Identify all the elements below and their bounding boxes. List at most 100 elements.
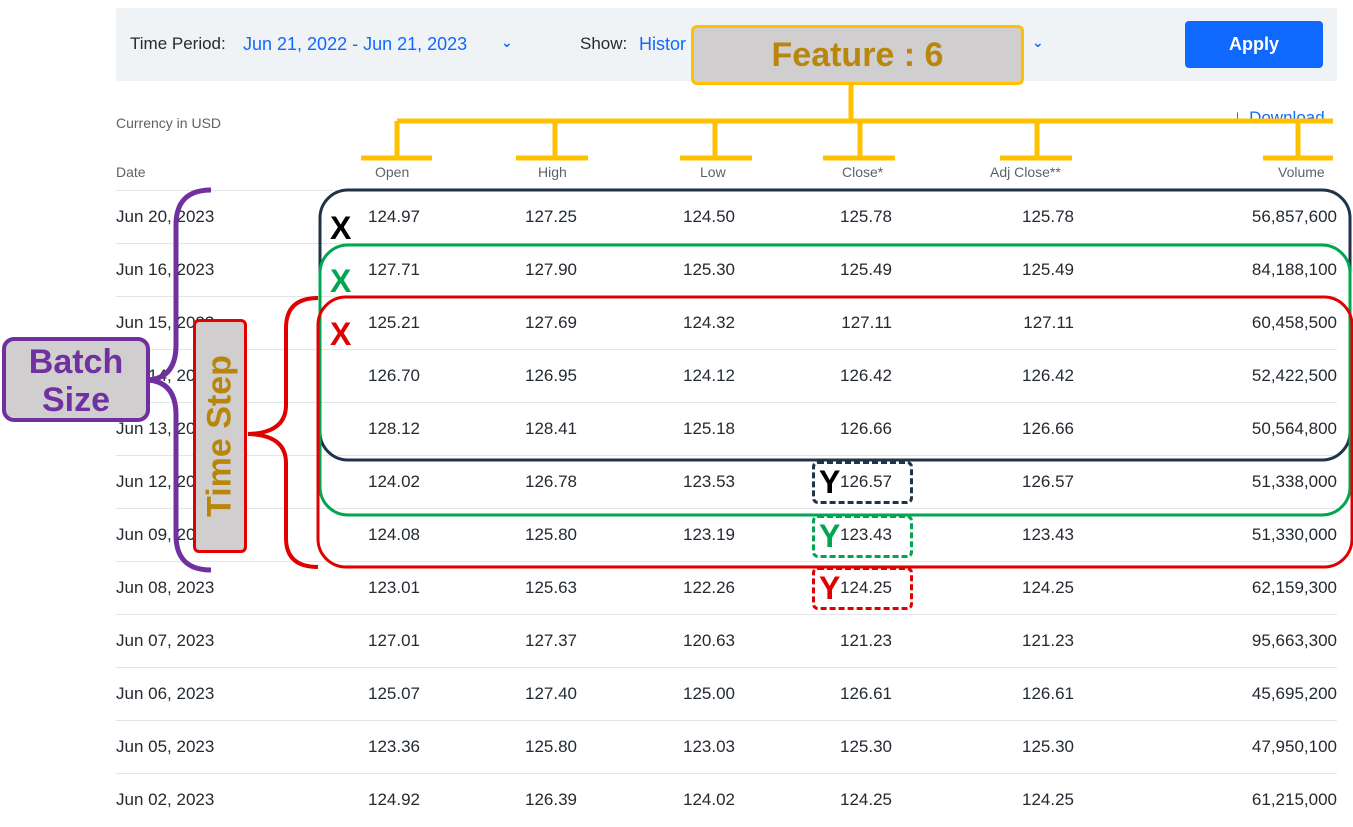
close-cell: 124.25 (840, 578, 892, 597)
close-cell: 126.66 (840, 419, 892, 438)
time-period-chevron-down-icon[interactable]: ⌄ (501, 34, 513, 50)
time-step-label: Time Step (200, 355, 239, 517)
date-cell: Jun 15, 2023 (116, 313, 215, 332)
high-cell: 127.37 (525, 631, 577, 650)
adj-close-cell: 126.61 (1022, 684, 1074, 703)
table-row: Jun 14, 2023 126.70 126.95 124.12 126.42 126.… (116, 349, 1337, 403)
date-cell: Jun 05, 2023 (116, 737, 215, 756)
adj-close-cell: 124.25 (1022, 790, 1074, 809)
date-cell: Jun 06, 2023 (116, 684, 215, 703)
volume-cell: 51,338,000 (1251, 472, 1337, 491)
volume-cell: 61,215,000 (1251, 790, 1337, 809)
date-cell: Jun 12, 2023 (116, 472, 215, 491)
low-cell: 123.03 (683, 737, 735, 756)
volume-cell: 84,188,100 (1251, 260, 1337, 279)
open-cell: 124.08 (368, 525, 420, 544)
batch-size-label-line-1: Batch (28, 343, 124, 381)
x-marker-window-3: X (330, 316, 352, 352)
x-marker-window-1: X (330, 210, 352, 246)
low-cell: 124.32 (683, 313, 735, 332)
batch-size-label-line-2: Size (41, 381, 111, 419)
volume-cell: 47,950,100 (1251, 737, 1337, 756)
date-cell: Jun 02, 2023 (116, 790, 215, 809)
adj-close-cell: 126.57 (1022, 472, 1074, 491)
adj-close-cell: 127.11 (1023, 313, 1074, 332)
time-step-label-box: Time Step (193, 319, 247, 553)
open-cell: 128.12 (368, 419, 420, 438)
close-cell: 125.49 (840, 260, 892, 279)
date-cell: Jun 09, 2023 (116, 525, 215, 544)
high-cell: 126.39 (525, 790, 577, 809)
column-header-close: Close* (842, 164, 884, 180)
open-cell: 127.71 (368, 260, 420, 279)
apply-button[interactable]: Apply (1185, 21, 1323, 68)
column-header-date: Date (116, 164, 146, 180)
low-cell: 124.12 (683, 366, 735, 385)
feature-bracket (361, 85, 1333, 161)
feature-count-label: Feature : 6 (691, 25, 1024, 85)
close-cell: 126.42 (840, 366, 892, 385)
table-row: Jun 05, 2023 123.36 125.80 123.03 125.30 125.… (116, 720, 1337, 774)
open-cell: 127.01 (368, 631, 420, 650)
adj-close-cell: 126.42 (1022, 366, 1074, 385)
close-cell: 123.43 (840, 525, 892, 544)
low-cell: 124.50 (683, 207, 735, 226)
high-cell: 126.78 (525, 472, 577, 491)
y-marker-window-3: Y (819, 570, 841, 606)
batch-size-label: Batch Size (2, 337, 150, 422)
adj-close-cell: 125.30 (1022, 737, 1074, 756)
close-cell: 126.61 (840, 684, 892, 703)
low-cell: 120.63 (683, 631, 735, 650)
open-cell: 123.36 (368, 737, 420, 756)
column-header-open: Open (375, 164, 410, 180)
close-cell: 127.11 (841, 313, 892, 332)
table-row: Jun 16, 2023 127.71 127.90 125.30 125.49 125.… (116, 243, 1337, 297)
time-period-dropdown[interactable]: Jun 21, 2022 - Jun 21, 2023 (243, 34, 468, 54)
low-cell: 125.00 (683, 684, 735, 703)
volume-cell: 62,159,300 (1251, 578, 1337, 597)
date-cell: Jun 13, 2023 (116, 419, 215, 438)
high-cell: 127.25 (525, 207, 577, 226)
low-cell: 122.26 (683, 578, 735, 597)
open-cell: 126.70 (368, 366, 420, 385)
open-cell: 123.01 (368, 578, 420, 597)
column-header-adj-close: Adj Close** (990, 164, 1061, 180)
table-row: Jun 13, 2023 128.12 128.41 125.18 126.66 126.… (116, 402, 1337, 456)
x-marker-window-2: X (330, 263, 352, 299)
adj-close-cell: 124.25 (1022, 578, 1074, 597)
low-cell: 125.30 (683, 260, 735, 279)
column-header-high: High (538, 164, 567, 180)
high-cell: 125.80 (525, 525, 577, 544)
show-chevron-down-icon[interactable]: ⌄ (1032, 34, 1044, 50)
currency-note: Currency in USD (116, 115, 222, 131)
y-target-window-2: Y (812, 515, 913, 558)
adj-close-cell: 121.23 (1022, 631, 1074, 650)
table-row: Jun 02, 2023 124.92 126.39 124.02 124.25 124.… (116, 773, 1337, 827)
y-target-window-3: Y (812, 567, 913, 610)
y-marker-window-1: Y (819, 464, 841, 500)
adj-close-cell: 126.66 (1022, 419, 1074, 438)
low-cell: 123.53 (683, 472, 735, 491)
low-cell: 123.19 (683, 525, 735, 544)
show-dropdown[interactable]: Histor (639, 34, 687, 54)
high-cell: 128.41 (525, 419, 577, 438)
y-target-window-1: Y (812, 461, 913, 504)
volume-cell: 51,330,000 (1251, 525, 1337, 544)
volume-cell: 95,663,300 (1251, 631, 1337, 650)
window-1-box (318, 188, 1352, 462)
adj-close-cell: 123.43 (1022, 525, 1074, 544)
volume-cell: 56,857,600 (1251, 207, 1337, 226)
show-label: Show: (580, 34, 628, 53)
column-header-low: Low (700, 164, 726, 180)
high-cell: 126.95 (525, 366, 577, 385)
close-cell: 121.23 (840, 631, 892, 650)
volume-cell: 50,564,800 (1251, 419, 1337, 438)
low-cell: 124.02 (683, 790, 735, 809)
high-cell: 125.80 (525, 737, 577, 756)
close-cell: 124.25 (840, 790, 892, 809)
adj-close-cell: 125.49 (1022, 260, 1074, 279)
open-cell: 125.21 (368, 313, 420, 332)
volume-cell: 52,422,500 (1251, 366, 1337, 385)
date-cell: Jun 16, 2023 (116, 260, 215, 279)
volume-cell: 45,695,200 (1251, 684, 1337, 703)
